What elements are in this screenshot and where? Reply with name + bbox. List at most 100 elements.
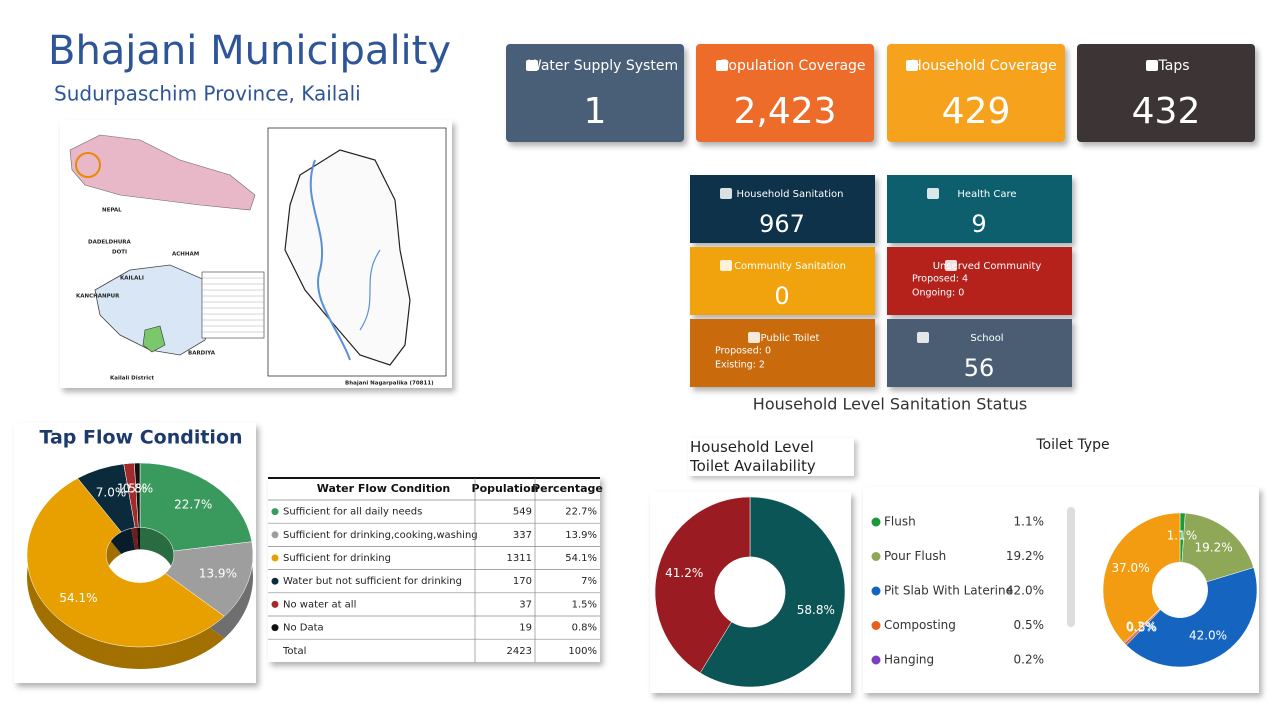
kpi-icon bbox=[526, 60, 538, 71]
row-bullet bbox=[271, 600, 279, 608]
pie-slice bbox=[26, 477, 225, 648]
tile-value: 56 bbox=[964, 354, 995, 382]
kpi-card bbox=[506, 44, 684, 142]
river bbox=[359, 249, 381, 331]
table-cell: No water at all bbox=[283, 599, 356, 610]
tile-label: School bbox=[970, 333, 1003, 344]
data-label: 7.0% bbox=[96, 486, 127, 500]
table-cell: 54.1% bbox=[565, 553, 597, 564]
map-label: Kailali District bbox=[110, 376, 154, 382]
scrollbar bbox=[1067, 507, 1075, 627]
kpi-label: Taps bbox=[1158, 58, 1190, 74]
data-label: 42.0% bbox=[1189, 629, 1227, 643]
data-label: 58.8% bbox=[797, 603, 835, 617]
legend-label: Flush bbox=[884, 515, 916, 529]
table-cell: Sufficient for drinking bbox=[283, 553, 391, 564]
tile-value: 967 bbox=[759, 210, 805, 238]
data-label: 13.9% bbox=[199, 567, 237, 581]
bhajani-area bbox=[142, 325, 166, 353]
legend-swatch bbox=[871, 552, 881, 561]
tile-icon bbox=[748, 332, 760, 343]
table-cell: 549 bbox=[513, 507, 532, 518]
table-cell: 1311 bbox=[507, 553, 532, 564]
kpi-icon bbox=[716, 60, 728, 71]
table-cell: 2423 bbox=[507, 646, 532, 657]
sanitation-tile bbox=[690, 247, 875, 315]
table-cell: 170 bbox=[513, 576, 532, 587]
legend-label: Hanging bbox=[884, 653, 934, 667]
legend-swatch bbox=[871, 517, 881, 527]
river bbox=[309, 159, 351, 361]
kpi-label: Population Coverage bbox=[720, 58, 865, 74]
data-label: 0.8% bbox=[123, 481, 154, 495]
map-label: BARDIYA bbox=[188, 351, 216, 357]
map-label: DADELDHURA bbox=[88, 240, 132, 246]
legend-value: 19.2% bbox=[1006, 549, 1044, 563]
kpi-icon bbox=[906, 60, 918, 71]
pie-slice bbox=[1125, 567, 1258, 668]
table-cell: 19 bbox=[519, 623, 532, 634]
data-label: 54.1% bbox=[59, 591, 97, 605]
kpi-value: 1 bbox=[584, 91, 607, 132]
kpi-card bbox=[1077, 44, 1255, 142]
table-cell: 13.9% bbox=[565, 530, 597, 541]
title: Bhajani Municipality bbox=[48, 28, 451, 74]
data-label: 0.5% bbox=[1127, 620, 1158, 634]
legend-value: 42.0% bbox=[1006, 584, 1044, 598]
municipality-outline bbox=[284, 149, 411, 366]
pie-slice bbox=[139, 462, 253, 552]
tile-icon bbox=[945, 260, 957, 271]
kpi-card bbox=[887, 44, 1065, 142]
legend-swatch bbox=[871, 621, 881, 630]
legend-label: Composting bbox=[884, 618, 956, 632]
kpi-label: Household Coverage bbox=[911, 58, 1057, 74]
table-cell: No Data bbox=[283, 623, 324, 634]
kpi-label: Water Supply System bbox=[528, 58, 678, 74]
map-label: Bhajani Nagarpalika (70811) bbox=[345, 381, 434, 387]
table-cell: Total bbox=[282, 646, 306, 657]
chart-title: Tap Flow Condition bbox=[39, 427, 242, 449]
table-cell: 0.8% bbox=[572, 623, 597, 634]
tile-value: 9 bbox=[971, 210, 986, 238]
row-bullet bbox=[271, 531, 279, 539]
legend-swatch bbox=[871, 655, 881, 665]
pie-slice bbox=[164, 541, 254, 617]
row-bullet bbox=[271, 554, 279, 562]
table-cell: 337 bbox=[513, 530, 532, 541]
tile-icon bbox=[720, 188, 732, 199]
map-label: KAILALI bbox=[120, 276, 144, 282]
tile-label: Household Sanitation bbox=[737, 189, 844, 200]
row-bullet bbox=[271, 577, 279, 585]
kpi-value: 432 bbox=[1132, 91, 1201, 132]
sanitation-tile bbox=[690, 319, 875, 387]
sanitation-tile bbox=[887, 175, 1072, 243]
row-bullet bbox=[271, 624, 279, 632]
kpi-card bbox=[696, 44, 874, 142]
nepal-outline bbox=[69, 134, 256, 211]
chart-title: Toilet Type bbox=[1035, 437, 1109, 453]
map-label: KANCHANPUR bbox=[76, 294, 120, 300]
data-label: 22.7% bbox=[174, 497, 212, 511]
tile-label: Unserved Community bbox=[933, 261, 1042, 272]
tile-value: 0 bbox=[774, 282, 789, 310]
tile-label: Health Care bbox=[957, 189, 1016, 200]
map-label: DOTI bbox=[112, 250, 127, 256]
table-cell: 7% bbox=[581, 576, 597, 587]
tile-icon bbox=[917, 332, 929, 343]
sanitation-tile bbox=[887, 247, 1072, 315]
pie-slice bbox=[654, 496, 751, 674]
kpi-value: 429 bbox=[942, 91, 1011, 132]
table-cell: 100% bbox=[568, 646, 597, 657]
tile-line: Proposed: 0 bbox=[715, 346, 771, 357]
map-label: ACHHAM bbox=[172, 252, 199, 258]
pie-slice bbox=[1181, 512, 1254, 583]
pie-slice bbox=[134, 462, 141, 528]
tile-line: Proposed: 4 bbox=[912, 274, 968, 285]
table-frame bbox=[268, 476, 600, 662]
tile-label: Community Sanitation bbox=[734, 261, 846, 272]
data-label: 1.5% bbox=[117, 482, 148, 496]
table-header: Percentage bbox=[532, 482, 603, 495]
data-label: 0.2% bbox=[1126, 620, 1157, 634]
data-label: 19.2% bbox=[1195, 540, 1233, 554]
